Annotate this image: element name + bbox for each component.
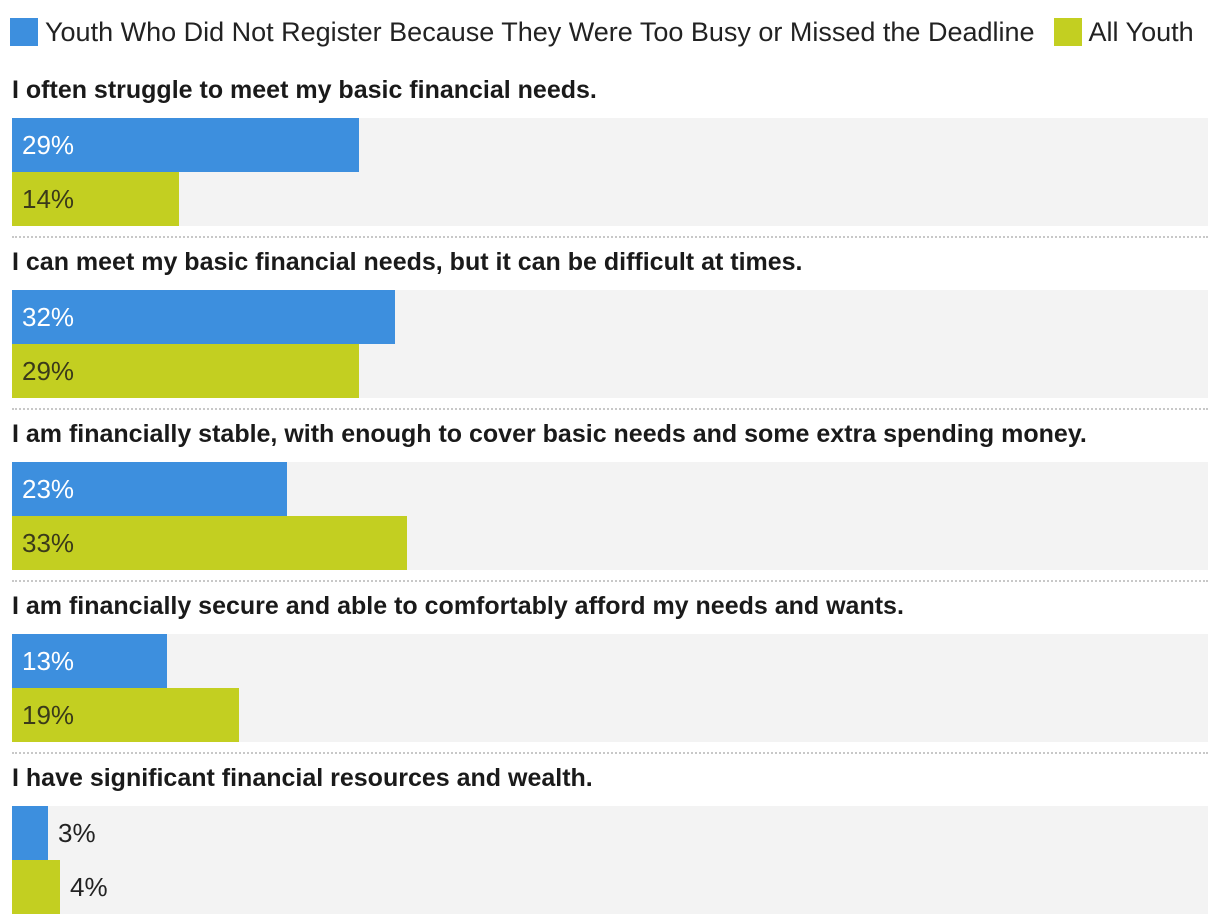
data-label: 32% xyxy=(22,302,75,332)
bar-series-1 xyxy=(12,344,359,398)
category-label: I am financially stable, with enough to … xyxy=(12,420,1087,448)
data-label: 3% xyxy=(58,818,96,848)
category-label: I can meet my basic financial needs, but… xyxy=(12,248,803,276)
bar-series-0 xyxy=(12,118,359,172)
category-label: I have significant financial resources a… xyxy=(12,764,593,792)
bar-series-0 xyxy=(12,806,48,860)
category-label: I am financially secure and able to comf… xyxy=(12,592,904,620)
legend-label-series-0: Youth Who Did Not Register Because They … xyxy=(45,16,1035,47)
data-label: 29% xyxy=(22,356,75,386)
category-group: I have significant financial resources a… xyxy=(12,760,1208,914)
bar-series-0 xyxy=(12,462,287,516)
category-group: I am financially secure and able to comf… xyxy=(12,588,1208,754)
category-label: I often struggle to meet my basic financ… xyxy=(12,76,597,104)
data-label: 4% xyxy=(70,872,108,902)
bar-series-1 xyxy=(12,688,239,742)
group-separator xyxy=(12,580,1208,582)
legend-swatch-series-0 xyxy=(10,18,38,46)
bar-series-1 xyxy=(12,860,60,914)
data-label: 13% xyxy=(22,646,75,676)
data-label: 14% xyxy=(22,184,75,214)
plot-background xyxy=(12,806,1208,914)
data-label: 29% xyxy=(22,130,75,160)
bar-series-0 xyxy=(12,290,395,344)
data-label: 19% xyxy=(22,700,75,730)
bar-series-1 xyxy=(12,172,179,226)
legend-swatch-series-1 xyxy=(1053,18,1082,46)
category-group: I am financially stable, with enough to … xyxy=(12,416,1208,582)
legend: Youth Who Did Not Register Because They … xyxy=(10,14,1213,50)
category-group: I can meet my basic financial needs, but… xyxy=(12,244,1208,410)
category-group: I often struggle to meet my basic financ… xyxy=(12,72,1208,238)
group-separator xyxy=(12,236,1208,238)
legend-entry-series-0: Youth Who Did Not Register Because They … xyxy=(10,17,1035,48)
group-separator xyxy=(12,408,1208,410)
legend-entry-series-1: All Youth xyxy=(1053,16,1194,48)
bar-series-1 xyxy=(12,516,407,570)
group-separator xyxy=(12,752,1208,754)
data-label: 33% xyxy=(22,528,75,558)
bar-series-0 xyxy=(12,634,167,688)
data-label: 23% xyxy=(22,474,75,504)
legend-label-series-1: All Youth xyxy=(1088,16,1194,47)
